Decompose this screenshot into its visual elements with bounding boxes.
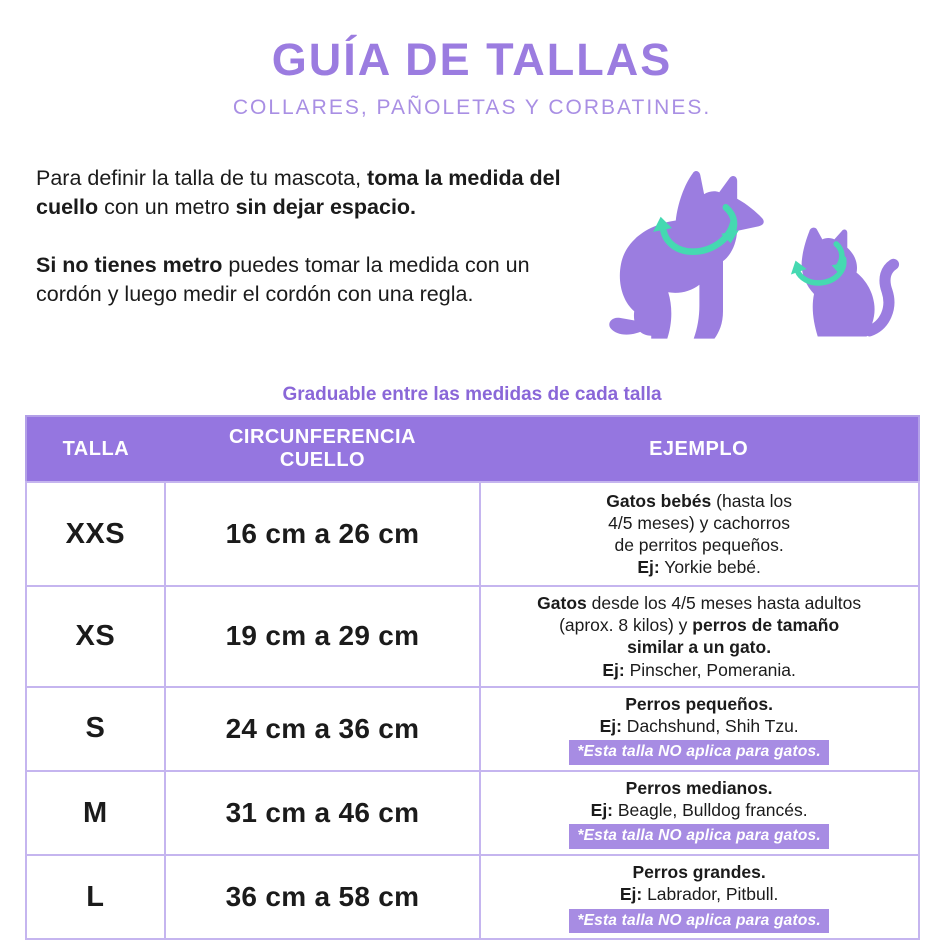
intro-section: Para definir la talla de tu mascota, tom…: [36, 164, 926, 344]
table-header-row: TALLA CIRCUNFERENCIA CUELLO EJEMPLO: [25, 416, 919, 482]
size-cell: XS: [24, 585, 167, 688]
no-cats-note-badge: *Esta talla NO aplica para gatos.: [569, 740, 829, 765]
dog-silhouette-icon: [608, 170, 764, 339]
size-cell: L: [24, 854, 167, 941]
table-caption: Graduable entre las medidas de cada tall…: [282, 384, 662, 405]
column-header: EJEMPLO: [479, 416, 919, 482]
example-line: similar a un gato.: [627, 637, 772, 658]
example-line: Ej: Yorkie bebé.: [637, 557, 761, 578]
size-cell: XXS: [24, 481, 167, 587]
range-cell: 36 cm a 58 cm: [164, 854, 481, 941]
table-row: M 31 cm a 46 cm Perros medianos. Ej: Beagle…: [24, 769, 920, 857]
size-cell: M: [24, 769, 167, 857]
example-line: de perritos pequeños.: [614, 535, 784, 555]
pet-illustration: [601, 164, 926, 344]
example-cell: Perros medianos. Ej: Beagle, Bulldog fran…: [478, 769, 920, 857]
intro-paragraph-2: Si no tienes metro puedes tomar la medid…: [36, 252, 530, 307]
example-line: Gatos bebés (hasta los: [606, 490, 792, 511]
no-cats-note-badge: *Esta talla NO aplica para gatos.: [569, 824, 829, 850]
example-line: Ej: Dachshund, Shih Tzu.: [599, 716, 799, 737]
table-row: L 36 cm a 58 cm Perros grandes. Ej: Labrado…: [24, 854, 920, 941]
table-body: XXS 16 cm a 26 cm Gatos bebés (hasta los 4/…: [24, 481, 920, 941]
intro-text: Para definir la talla de tu mascota, tom…: [36, 164, 601, 310]
page-title: GUÍA DE TALLAS: [271, 34, 673, 85]
size-table: TALLA CIRCUNFERENCIA CUELLO EJEMPLO XXS 16 …: [24, 415, 920, 941]
example-line: Ej: Pinscher, Pomerania.: [602, 659, 796, 680]
example-line: (aprox. 8 kilos) y perros de tamaño: [559, 615, 840, 636]
table-row: XXS 16 cm a 26 cm Gatos bebés (hasta los 4/…: [24, 481, 920, 587]
cat-neck-measure-arrow-icon: [794, 241, 846, 286]
example-line: 4/5 meses) y cachorros: [608, 512, 791, 533]
range-cell: 31 cm a 46 cm: [164, 769, 481, 857]
no-cats-note-badge: *Esta talla NO aplica para gatos.: [569, 908, 829, 934]
intro-paragraph-1: Para definir la talla de tu mascota, tom…: [36, 166, 561, 220]
cat-silhouette-icon: [790, 227, 899, 337]
table-row: S 24 cm a 36 cm Perros pequeños. Ej: Dachsh…: [24, 685, 920, 772]
size-cell: S: [24, 685, 167, 772]
page-subtitle: COLLARES, PAÑOLETAS Y CORBATINES.: [232, 96, 712, 119]
example-line: Ej: Labrador, Pitbull.: [619, 884, 779, 905]
example-line: Perros pequeños.: [625, 693, 774, 714]
example-line: Perros grandes.: [632, 862, 766, 883]
example-cell: Perros pequeños. Ej: Dachshund, Shih Tzu.…: [478, 685, 920, 772]
column-header: CIRCUNFERENCIA CUELLO: [165, 416, 480, 482]
page-header: GUÍA DE TALLAS COLLARES, PAÑOLETAS Y COR…: [0, 34, 944, 120]
example-cell: Gatos bebés (hasta los 4/5 meses) y cacho…: [478, 481, 920, 587]
column-header: TALLA: [25, 416, 166, 482]
range-cell: 19 cm a 29 cm: [164, 585, 481, 688]
table-row: XS 19 cm a 29 cm Gatos desde los 4/5 meses…: [24, 585, 920, 688]
range-cell: 24 cm a 36 cm: [164, 685, 481, 772]
example-line: Ej: Beagle, Bulldog francés.: [590, 800, 808, 821]
example-cell: Gatos desde los 4/5 meses hasta adultos(…: [478, 585, 920, 688]
range-cell: 16 cm a 26 cm: [164, 481, 481, 587]
example-cell: Perros grandes. Ej: Labrador, Pitbull. *Es…: [478, 854, 920, 941]
example-line: Gatos desde los 4/5 meses hasta adultos: [537, 593, 862, 613]
example-line: Perros medianos.: [625, 777, 773, 798]
